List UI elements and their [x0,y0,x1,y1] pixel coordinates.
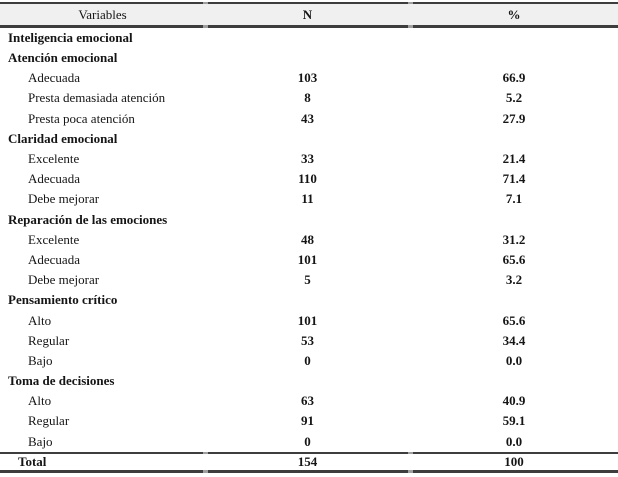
row-label: Reparación de las emociones [8,211,168,227]
row-label: Inteligencia emocional [8,29,133,45]
table-row: Reparación de las emociones [0,209,618,229]
table-row: Debe mejorar 5 3.2 [0,270,618,290]
table-row: Claridad emocional [0,129,618,149]
row-n-value: 8 [304,90,311,106]
table-row: Regular 91 59.1 [0,411,618,431]
table-row: Debe mejorar 11 7.1 [0,189,618,209]
row-pct-value: 59.1 [502,413,526,429]
table-row: Atención emocional [0,48,618,68]
table-row: Inteligencia emocional [0,28,618,48]
total-pct-value: 100 [504,453,524,469]
table-row: Bajo 0 0.0 [0,351,618,371]
row-n-value: 103 [297,70,318,86]
row-label: Adecuada [28,70,80,86]
table-row: Excelente 33 21.4 [0,149,618,169]
row-label: Regular [28,332,70,348]
row-label: Regular [28,413,70,429]
row-n-value: 11 [301,191,314,207]
row-label: Debe mejorar [28,272,100,288]
row-label: Adecuada [28,171,80,187]
table-row: Adecuada 103 66.9 [0,68,618,88]
row-pct-value: 7.1 [505,191,523,207]
table-body: Inteligencia emocional Atención emociona… [0,28,618,452]
row-label: Alto [28,312,52,328]
row-label: Adecuada [28,251,80,267]
header-n: N [302,6,313,22]
header-variables: Variables [78,6,127,22]
row-pct-value: 66.9 [502,70,526,86]
total-label: Total [18,453,47,469]
top-border [0,2,618,5]
row-pct-value: 27.9 [502,110,526,126]
bottom-border [0,470,618,473]
row-label: Toma de decisiones [8,373,115,389]
row-pct-value: 21.4 [502,151,526,166]
table-header-row: Variables N % [0,4,618,26]
table-row: Alto 63 40.9 [0,391,618,411]
table-row: Excelente 48 31.2 [0,230,618,250]
row-n-value: 63 [301,393,314,409]
row-n-value: 53 [301,332,314,348]
row-n-value: 101 [297,251,318,267]
row-pct-value: 71.4 [502,171,526,187]
row-n-value: 0 [304,352,311,368]
row-label: Debe mejorar [28,191,100,207]
table-row: Pensamiento crítico [0,290,618,310]
row-label: Atención emocional [8,50,118,66]
row-label: Bajo [28,352,53,368]
row-n-value: 43 [301,110,314,126]
row-pct-value: 65.6 [502,251,526,267]
table-row: Presta demasiada atención 8 5.2 [0,88,618,108]
table-row: Toma de decisiones [0,371,618,391]
row-n-value: 33 [301,151,314,166]
row-n-value: 48 [301,231,314,247]
row-pct-value: 40.9 [502,393,526,409]
row-n-value: 5 [304,272,311,288]
total-divider [0,451,618,454]
row-pct-value: 3.2 [505,272,523,288]
row-label: Bajo [28,433,53,449]
row-label: Presta demasiada atención [28,90,166,106]
table-row: Adecuada 101 65.6 [0,250,618,270]
row-label: Excelente [28,231,80,247]
row-n-value: 101 [297,312,318,328]
row-pct-value: 0.0 [505,433,523,449]
row-label: Claridad emocional [8,130,118,146]
row-label: Presta poca atención [28,110,135,126]
table-row: Regular 53 34.4 [0,331,618,351]
row-pct-value: 65.6 [502,312,526,328]
row-label: Pensamiento crítico [8,292,118,308]
row-n-value: 91 [301,413,314,429]
row-label: Excelente [28,151,80,166]
table-row: Adecuada 110 71.4 [0,169,618,189]
table-row: Bajo 0 0.0 [0,432,618,452]
row-label: Alto [28,393,52,409]
row-n-value: 0 [304,433,311,449]
row-pct-value: 34.4 [502,332,526,348]
header-divider [0,25,618,28]
total-n-value: 154 [297,453,318,469]
table-row: Presta poca atención 43 27.9 [0,109,618,129]
row-n-value: 110 [298,171,317,187]
table-row: Alto 101 65.6 [0,310,618,330]
row-pct-value: 5.2 [505,90,523,106]
total-row: Total 154 100 [0,454,618,471]
row-pct-value: 0.0 [505,352,523,368]
header-pct: % [507,6,521,22]
row-pct-value: 31.2 [502,231,526,247]
